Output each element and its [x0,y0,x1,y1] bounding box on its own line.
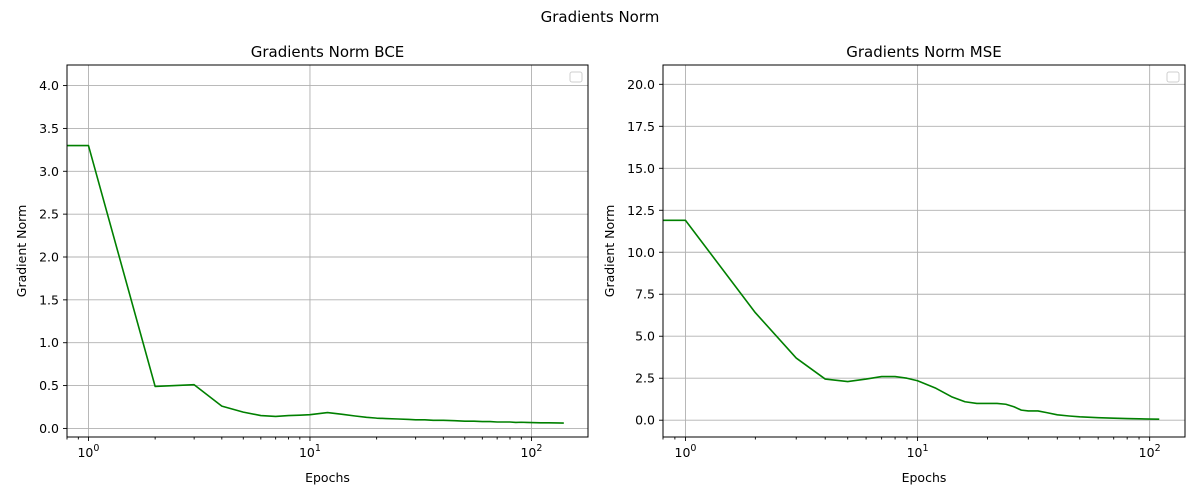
legend [569,71,583,83]
y-tick-label: 0.0 [39,421,59,436]
x-tick-label: 101 [299,443,321,460]
axes-frame [66,64,589,438]
axes-frame [662,64,1186,438]
x-tick-label: 100 [675,443,697,460]
y-tick-label: 3.5 [39,121,59,136]
y-tick-label: 20.0 [627,77,655,92]
series-line [67,144,564,424]
x-tick-label: 100 [77,443,99,460]
y-tick-label: 0.0 [635,413,655,428]
subplot-bce: Gradients Norm BCE Epochs Gradient Norm … [14,43,589,485]
x-axis-label: Epochs [305,470,350,485]
y-tick-label: 12.5 [627,203,655,218]
y-tick-label: 2.0 [39,250,59,265]
figure-suptitle: Gradients Norm [541,8,660,26]
y-tick-label: 10.0 [627,245,655,260]
y-axis-label: Gradient Norm [602,205,617,297]
y-tick-label: 5.0 [635,329,655,344]
y-axis-label: Gradient Norm [14,205,29,297]
y-tick-label: 15.0 [627,161,655,176]
x-tick-label: 101 [907,443,929,460]
x-tick-label: 102 [1139,443,1161,460]
y-tick-label: 7.5 [635,287,655,302]
legend [1166,71,1180,83]
y-tick-label: 1.5 [39,292,59,307]
subplot-mse: Gradients Norm MSE Epochs Gradient Norm … [602,43,1186,485]
y-tick-label: 0.5 [39,378,59,393]
y-tick-label: 2.5 [39,207,59,222]
chart-title: Gradients Norm MSE [846,43,1002,61]
y-tick-label: 4.0 [39,78,59,93]
series-line [663,219,1160,420]
chart-title: Gradients Norm BCE [251,43,405,61]
y-tick-label: 2.5 [635,371,655,386]
y-tick-label: 1.0 [39,335,59,350]
y-tick-label: 3.0 [39,164,59,179]
x-tick-label: 102 [520,443,542,460]
x-axis-label: Epochs [902,470,947,485]
y-tick-label: 17.5 [627,119,655,134]
